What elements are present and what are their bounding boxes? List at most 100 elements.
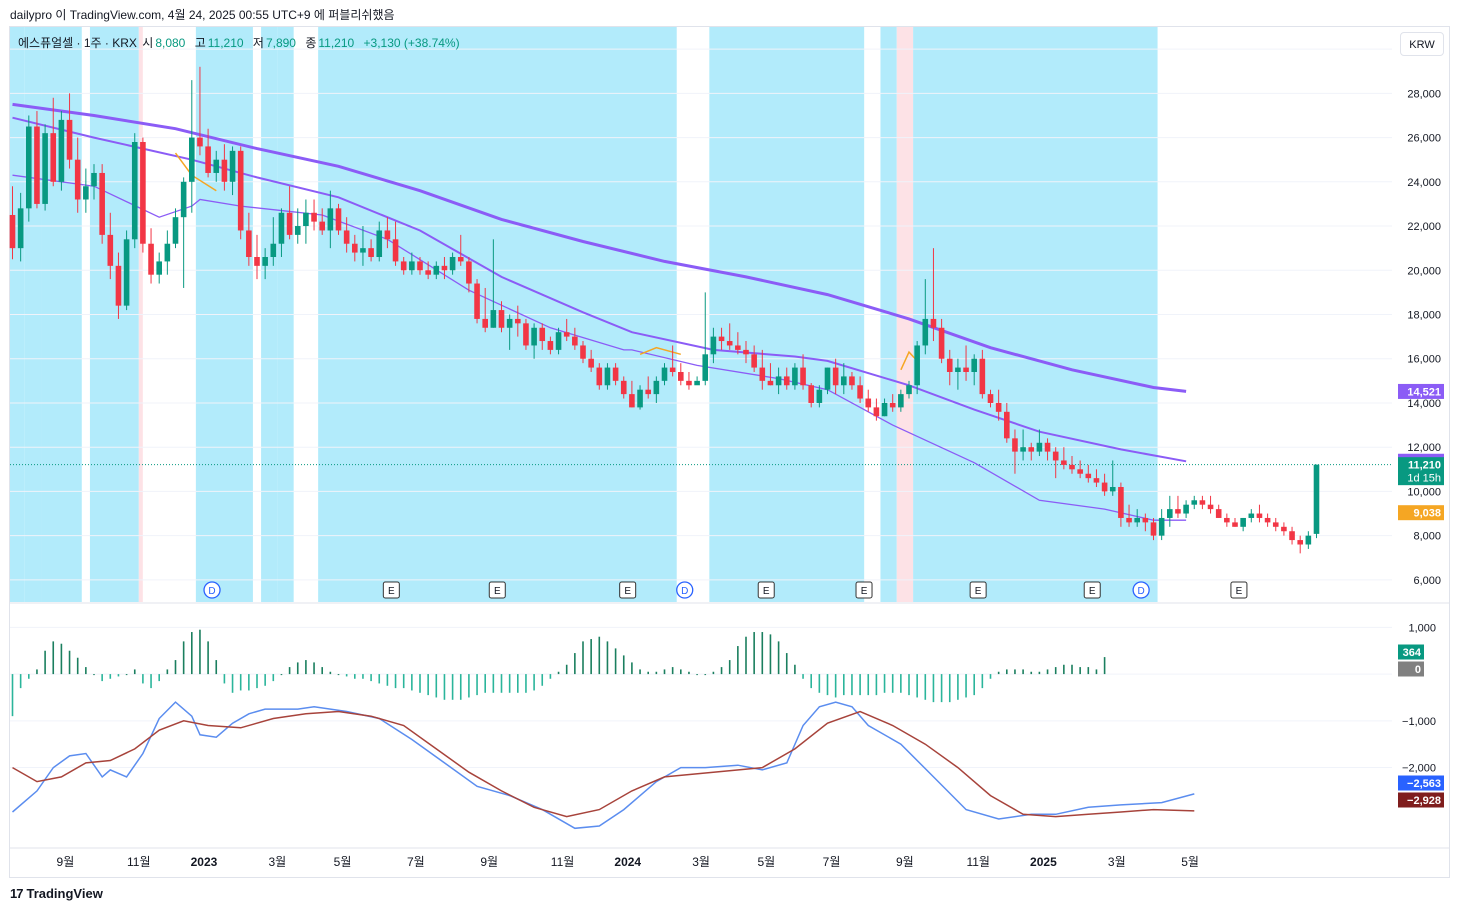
candle-body [596,367,603,386]
time-tick-label: 7월 [823,855,841,869]
macd-histogram-bar [443,674,446,700]
candle-body [669,367,676,372]
tradingview-brand: 17 TradingView [10,886,103,901]
price-tick-label: 28,000 [1407,88,1441,100]
macd-histogram-bar [468,674,470,698]
macd-histogram-bar [1054,667,1057,675]
price-label-text: 14,521 [1407,386,1441,398]
candle-body [963,367,969,372]
macd-histogram-bar [76,657,79,675]
candle-body [1012,438,1018,452]
earnings-marker [855,581,873,599]
candle-body [26,126,32,209]
time-tick-label: 5월 [334,855,352,869]
price-tick-label: 16,000 [1407,354,1441,366]
macd-value-text: −2,563 [1407,778,1441,790]
macd-histogram-bar [427,674,429,696]
candle-body [360,248,366,253]
macd-histogram-bar [590,639,592,675]
candle-body [987,394,994,403]
macd-value-badge [1398,792,1444,808]
candle-body [604,367,611,386]
macd-histogram-bar [142,674,144,684]
time-tick-label: 3월 [1108,855,1126,869]
candle-body [743,349,749,355]
time-tick-label: 2025 [1030,855,1057,869]
time-tick-label: 11월 [127,855,151,869]
candle-body [50,133,57,182]
macd-histogram-bar [680,669,682,675]
candle-body [506,318,513,328]
candle-body [1101,482,1108,492]
macd-histogram-bar [639,669,641,675]
candle-body [1232,522,1238,527]
ma-short-line [12,174,1187,521]
candle-body [1093,478,1100,483]
candle-body [563,332,570,337]
candle-body [808,385,814,403]
candle-body [914,345,920,386]
candle-body [1281,526,1287,532]
candle-body [710,336,717,355]
candle-body [213,159,220,173]
candle-body [930,318,937,328]
candle-body [1052,451,1059,461]
earnings-marker [1230,581,1248,599]
candle-body [172,217,179,244]
time-tick-label: 5월 [757,855,775,869]
macd-histogram-bar [769,634,772,675]
dividend-marker [203,581,221,599]
price-label-countdown: 1d 15h [1407,473,1441,485]
macd-histogram-bar [737,646,739,675]
candle-body [131,142,138,240]
candle-body [115,265,122,306]
candle-body [849,376,855,386]
macd-histogram-bar [345,674,348,677]
candle-body [775,376,782,386]
macd-histogram-bar [378,674,381,684]
macd-histogram-bar [908,674,910,696]
macd-value-badge [1398,644,1424,660]
high-key: 고 [194,36,206,50]
candle-body [1207,504,1214,510]
candle-body [889,402,896,408]
macd-histogram-bar [948,674,951,703]
event-marker-label: E [975,586,982,597]
macd-histogram-bar [117,674,120,677]
event-marker-label: E [1089,586,1096,597]
candle-body [246,230,252,257]
price-tick-label: 8,000 [1413,531,1441,543]
price-tick-label: 24,000 [1407,177,1441,189]
macd-histogram-bar [1022,669,1024,675]
macd-histogram-bar [1014,669,1016,675]
candle-body [1175,509,1181,514]
macd-histogram-bar [93,674,95,676]
chart-frame [9,26,1450,878]
candle-body [841,376,847,386]
candle-body [946,358,953,372]
macd-value-text: 0 [1415,664,1421,676]
candle-body [580,345,586,359]
candle-body [1036,442,1043,452]
tradingview-logo-icon: 17 [10,886,24,901]
candle-body [1297,540,1303,545]
candle-body [881,402,888,417]
macd-histogram-bar [549,674,552,679]
macd-histogram-bar [60,643,63,675]
candle-body [278,212,285,244]
candle-body [1167,509,1173,518]
candle-body [294,226,301,235]
candle-body [800,367,806,386]
candle-body [653,380,660,395]
macd-histogram-bar [631,662,633,675]
candle-body [83,186,89,200]
macd-histogram-bar [52,641,55,675]
currency-button[interactable]: KRW [1400,32,1444,56]
macd-histogram-bar [231,674,234,693]
candle-body [156,261,162,275]
macd-pane: 1,000 −1,000 −2,000 364 0 −2,563 −2,928 [11,622,1444,830]
macd-histogram-bar [989,674,992,679]
macd-histogram-bar [957,674,959,700]
macd-histogram-bar [777,641,780,675]
